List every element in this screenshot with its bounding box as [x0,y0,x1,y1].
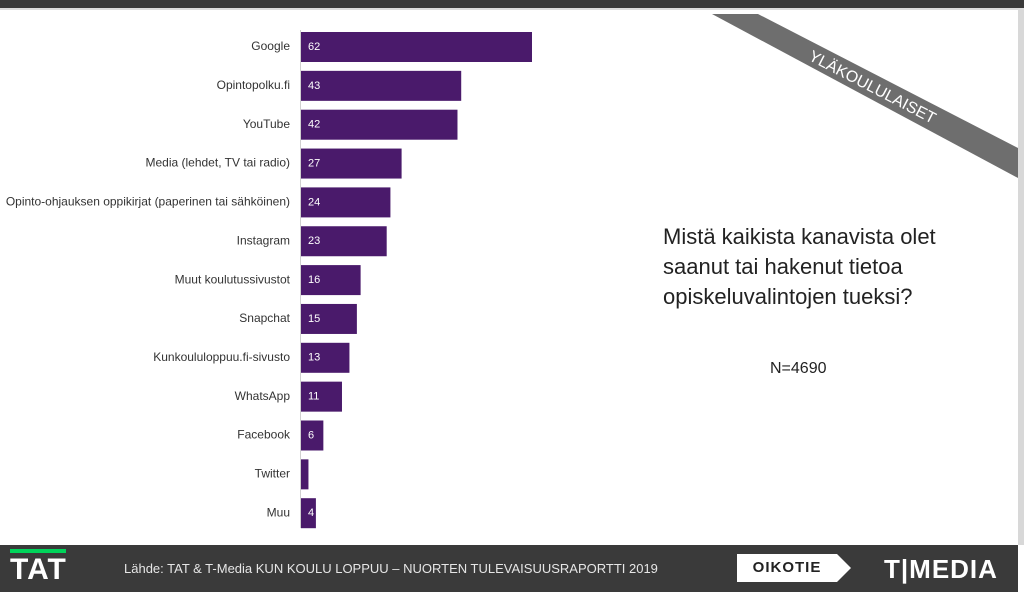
category-label: Snapchat [239,311,290,325]
category-label: Kunkoululoppuu.fi-sivusto [153,350,290,364]
value-label: 11 [308,391,319,403]
bar [301,420,324,451]
bar [301,70,462,101]
bar [301,459,309,490]
category-label: Opintopolku.fi [217,78,290,92]
bar [301,303,357,334]
tat-logo-accent [10,549,66,553]
bar [301,342,350,373]
corner-band: YLÄKOULULAISET [712,14,1018,178]
value-label: 4 [308,507,314,519]
bar [301,187,391,218]
value-label: 16 [308,274,320,286]
category-label: YouTube [243,117,290,131]
value-label: 15 [308,313,320,325]
bar [301,148,402,179]
category-label: Media (lehdet, TV tai radio) [145,156,290,170]
category-label: WhatsApp [235,389,291,403]
right-edge-strip [1018,10,1024,545]
category-label: Facebook [237,428,291,442]
corner-band-shape [712,14,1018,178]
top-bar [0,0,1024,8]
value-label: 13 [308,352,320,364]
category-label: Muu [267,505,290,519]
tat-logo: TAT [10,553,67,586]
bar [301,265,361,296]
value-label: 2 [308,468,314,480]
oikotie-logo: OIKOTIE [737,554,837,582]
corner-band-label: YLÄKOULULAISET [806,47,939,128]
value-label: 43 [308,80,320,92]
category-label: Opinto-ohjauksen oppikirjat (paperinen t… [6,195,290,209]
source-text: Lähde: TAT & T-Media KUN KOULU LOPPUU – … [124,561,658,576]
category-label: Instagram [237,233,290,247]
category-label: Muut koulutussivustot [175,272,291,286]
bar [301,226,387,257]
bar [301,498,316,529]
survey-question: Mistä kaikista kanavista olet saanut tai… [663,224,936,309]
value-label: 6 [308,429,314,441]
category-label: Google [251,39,290,53]
bar [301,32,532,62]
footer-bar: TAT Lähde: TAT & T-Media KUN KOULU LOPPU… [0,545,1018,592]
bar [301,381,342,412]
top-divider [0,8,1024,10]
category-label: Twitter [255,467,290,481]
value-label: 24 [308,196,320,208]
oikotie-logo-arrow [837,554,851,582]
bar [301,109,458,140]
value-label: 42 [308,119,320,131]
tmedia-logo: T|MEDIA [884,554,998,584]
value-label: 62 [308,41,320,53]
value-label: 23 [308,235,320,247]
sample-size-label: N=4690 [770,360,827,377]
value-label: 27 [308,157,320,169]
